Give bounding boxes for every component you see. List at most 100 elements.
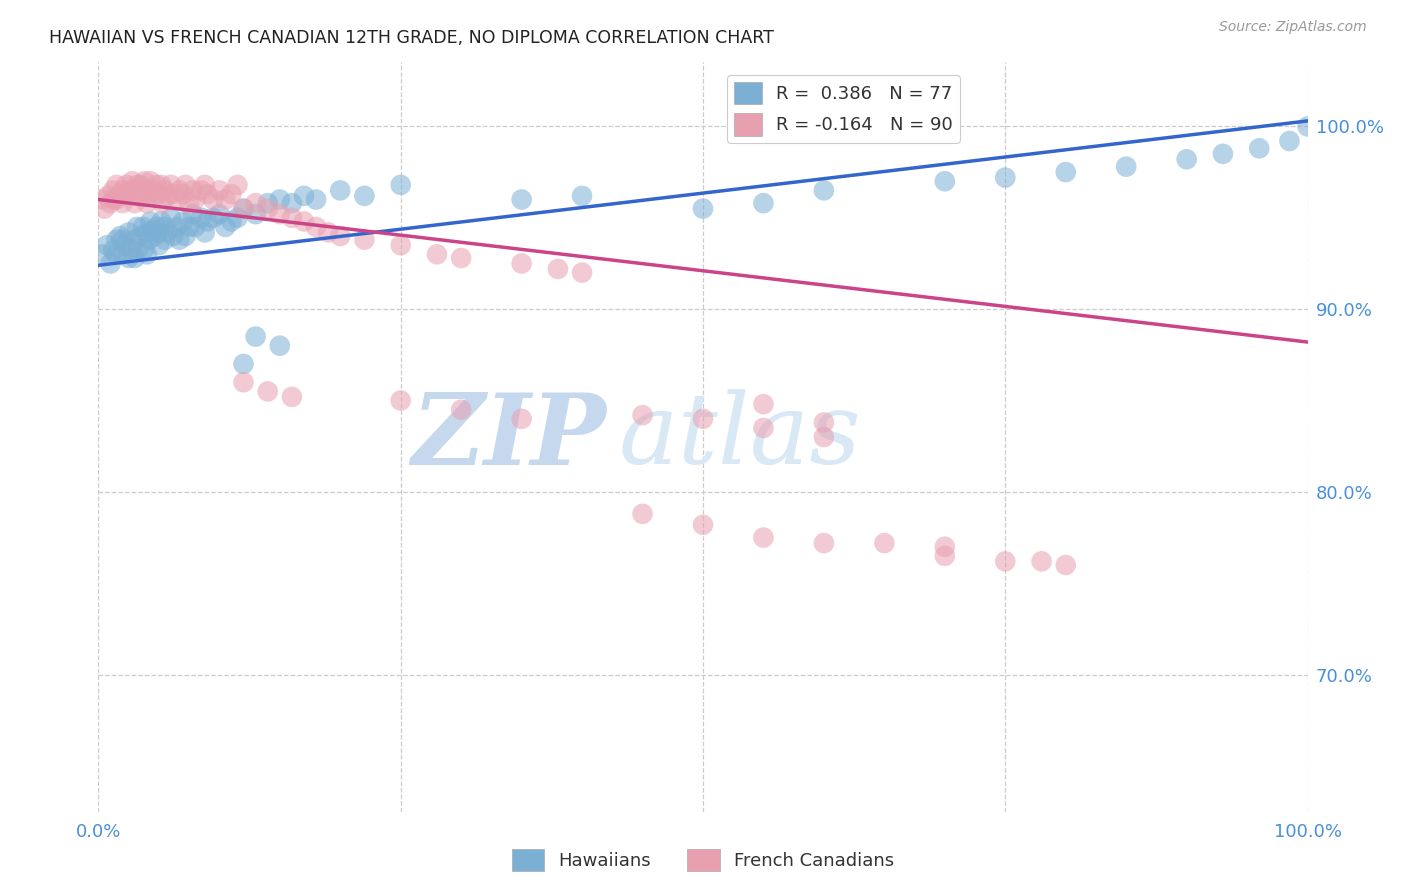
Point — [101, 183, 124, 197]
Point — [281, 196, 304, 211]
Point — [127, 178, 149, 192]
Point — [100, 196, 122, 211]
Point — [195, 214, 218, 228]
Point — [111, 233, 134, 247]
Point — [96, 238, 118, 252]
Point — [510, 412, 533, 426]
Point — [510, 193, 533, 207]
Point — [692, 517, 714, 532]
Point — [105, 247, 128, 261]
Point — [169, 183, 191, 197]
Point — [292, 189, 315, 203]
Point — [631, 507, 654, 521]
Point — [813, 430, 835, 444]
Point — [153, 183, 176, 197]
Point — [571, 189, 593, 203]
Point — [269, 339, 291, 353]
Point — [245, 207, 267, 221]
Point — [174, 229, 197, 244]
Point — [450, 402, 472, 417]
Point — [281, 390, 304, 404]
Point — [162, 229, 184, 244]
Point — [389, 238, 412, 252]
Point — [100, 256, 122, 270]
Text: atlas: atlas — [619, 390, 860, 484]
Point — [692, 412, 714, 426]
Point — [127, 219, 149, 234]
Point — [813, 416, 835, 430]
Point — [208, 207, 231, 221]
Point — [91, 193, 114, 207]
Point — [172, 187, 194, 202]
Point — [1175, 153, 1198, 167]
Point — [221, 187, 243, 202]
Point — [316, 226, 339, 240]
Point — [124, 251, 146, 265]
Point — [111, 183, 134, 197]
Point — [329, 229, 352, 244]
Point — [114, 187, 136, 202]
Text: Source: ZipAtlas.com: Source: ZipAtlas.com — [1219, 20, 1367, 34]
Point — [135, 183, 157, 197]
Point — [150, 214, 173, 228]
Point — [1031, 554, 1053, 568]
Point — [232, 357, 254, 371]
Point — [692, 202, 714, 216]
Point — [256, 384, 278, 399]
Point — [105, 233, 128, 247]
Point — [353, 189, 375, 203]
Point — [172, 214, 194, 228]
Point — [153, 219, 176, 234]
Point — [132, 187, 155, 202]
Point — [111, 196, 134, 211]
Point — [103, 193, 125, 207]
Point — [166, 193, 188, 207]
Point — [450, 251, 472, 265]
Point — [127, 242, 149, 256]
Point — [752, 531, 775, 545]
Point — [1296, 120, 1319, 134]
Point — [134, 242, 156, 256]
Point — [121, 174, 143, 188]
Point — [111, 247, 134, 261]
Point — [118, 187, 141, 202]
Point — [256, 202, 278, 216]
Point — [181, 183, 204, 197]
Point — [202, 193, 225, 207]
Point — [138, 233, 160, 247]
Point — [143, 189, 166, 203]
Point — [934, 174, 956, 188]
Point — [142, 223, 165, 237]
Legend: Hawaiians, French Canadians: Hawaiians, French Canadians — [505, 842, 901, 879]
Point — [994, 170, 1017, 185]
Point — [1212, 146, 1234, 161]
Point — [93, 202, 115, 216]
Point — [190, 183, 212, 197]
Point — [118, 226, 141, 240]
Point — [142, 183, 165, 197]
Point — [129, 178, 152, 192]
Point — [232, 202, 254, 216]
Point — [221, 214, 243, 228]
Point — [194, 226, 217, 240]
Point — [813, 536, 835, 550]
Point — [179, 219, 201, 234]
Point — [124, 196, 146, 211]
Point — [148, 226, 170, 240]
Point — [752, 421, 775, 435]
Point — [269, 207, 291, 221]
Point — [124, 233, 146, 247]
Point — [631, 408, 654, 422]
Point — [190, 211, 212, 225]
Point — [145, 219, 167, 234]
Point — [813, 183, 835, 197]
Point — [510, 256, 533, 270]
Legend: R =  0.386   N = 77, R = -0.164   N = 90: R = 0.386 N = 77, R = -0.164 N = 90 — [727, 75, 960, 143]
Point — [181, 207, 204, 221]
Point — [1054, 558, 1077, 572]
Point — [153, 233, 176, 247]
Point — [329, 183, 352, 197]
Point — [389, 393, 412, 408]
Point — [232, 376, 254, 390]
Point — [752, 397, 775, 411]
